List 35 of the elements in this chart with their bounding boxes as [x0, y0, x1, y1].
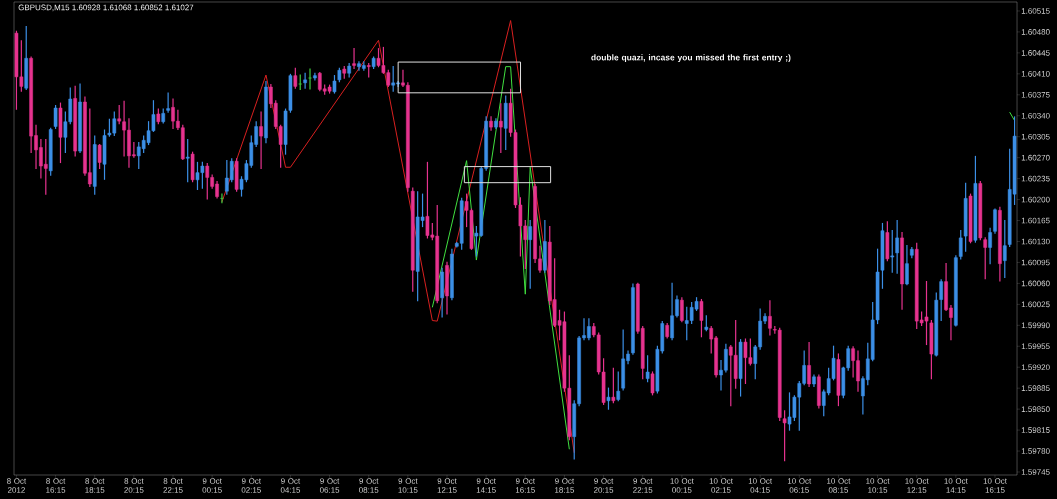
candlestick	[308, 68, 312, 90]
candlestick	[303, 72, 307, 89]
annotation: double quazi, incase you missed the first entry ;)	[591, 54, 791, 63]
candlestick	[43, 139, 48, 195]
candlestick	[53, 104, 58, 129]
candlestick	[958, 230, 963, 260]
candlestick	[939, 279, 943, 322]
candlestick	[768, 300, 772, 336]
candlestick	[782, 410, 787, 462]
candlestick	[988, 227, 992, 265]
candlestick	[611, 367, 616, 404]
candlestick	[733, 319, 738, 389]
candlestick	[905, 245, 909, 286]
candlestick	[983, 237, 988, 280]
candlestick	[528, 219, 532, 289]
candlestick	[606, 387, 611, 410]
candlestick	[205, 163, 210, 200]
candlestick	[616, 371, 621, 402]
candlestick	[259, 111, 263, 170]
candlestick	[220, 193, 224, 204]
candlestick	[895, 219, 899, 274]
candlestick	[645, 355, 650, 383]
candlestick	[890, 230, 895, 273]
candlestick	[680, 297, 684, 323]
candlestick	[650, 371, 655, 396]
candlestick	[699, 298, 704, 338]
candlestick	[166, 92, 170, 113]
candlestick	[1002, 219, 1007, 279]
candlestick	[352, 48, 356, 70]
candlestick	[499, 103, 503, 153]
candlestick	[185, 139, 190, 183]
candlestick	[97, 143, 102, 170]
candlestick	[807, 342, 811, 387]
candlestick	[293, 67, 298, 89]
candlestick	[993, 208, 997, 234]
